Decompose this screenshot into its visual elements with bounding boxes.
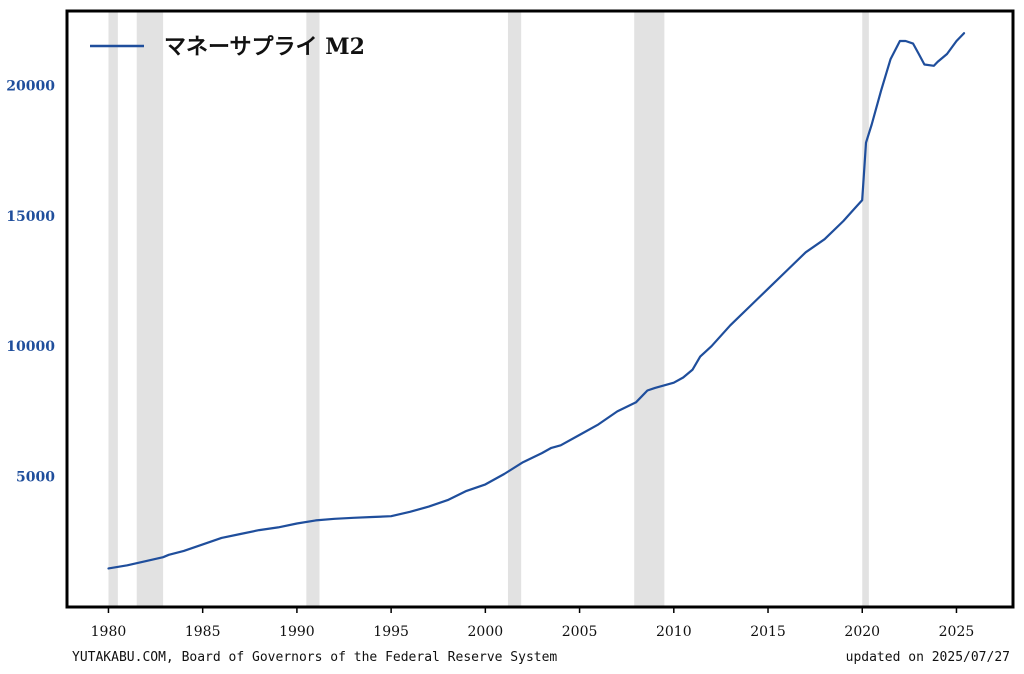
x-tick-label: 2015	[750, 624, 786, 640]
recession-band-2	[306, 11, 320, 607]
recession-band-5	[862, 11, 869, 607]
x-tick-label: 2010	[656, 624, 692, 640]
y-tick-label: 10000	[6, 339, 55, 355]
x-tick-label: 2020	[844, 624, 880, 640]
plot-background	[67, 11, 1013, 607]
source-credit: YUTAKABU.COM, Board of Governors of the …	[72, 650, 557, 665]
x-tick-label: 1990	[279, 624, 315, 640]
y-tick-label: 5000	[16, 470, 55, 486]
series-line-0	[107, 32, 966, 570]
recession-band-0	[108, 11, 118, 607]
x-tick-label: 1995	[373, 624, 409, 640]
x-tick-label: 2000	[468, 624, 504, 640]
updated-date: updated on 2025/07/27	[846, 650, 1010, 665]
series-line-group	[107, 32, 966, 570]
x-tick-label: 1980	[91, 624, 127, 640]
y-tick-label: 15000	[6, 209, 55, 225]
x-tick-label: 2025	[939, 624, 975, 640]
plot-frame	[65, 9, 1015, 609]
x-axis: 1980 1985 1990 1995 2000 2005 2010 2015 2020 2025	[91, 607, 975, 640]
recession-bands	[108, 11, 869, 607]
recession-band-1	[136, 11, 164, 607]
legend-label: マネーサプライ M2	[164, 34, 365, 60]
x-tick-label: 1985	[185, 624, 221, 640]
x-tick-label: 2005	[562, 624, 598, 640]
recession-band-4	[634, 11, 665, 607]
y-axis: 5000 10000 15000 20000	[6, 78, 55, 485]
legend: マネーサプライ M2	[90, 34, 365, 60]
y-tick-label: 20000	[6, 78, 55, 94]
recession-band-3	[507, 11, 522, 607]
